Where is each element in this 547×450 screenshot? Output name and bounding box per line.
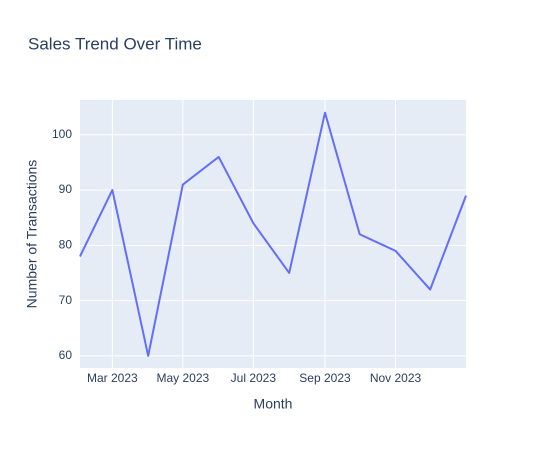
x-tick-label: Jul 2023 xyxy=(231,371,277,385)
y-tick-label: 90 xyxy=(59,182,73,196)
plot-area xyxy=(80,100,466,368)
x-axis-label: Month xyxy=(254,396,293,412)
line-series xyxy=(79,111,467,357)
x-tick-label: Mar 2023 xyxy=(87,371,138,385)
y-axis-label: Number of Transactions xyxy=(24,160,40,309)
y-tick-label: 60 xyxy=(59,348,73,362)
x-tick-label: Nov 2023 xyxy=(370,371,422,385)
chart-title: Sales Trend Over Time xyxy=(28,34,202,53)
x-tick-label: May 2023 xyxy=(157,371,210,385)
x-tick-label: Sep 2023 xyxy=(299,371,351,385)
y-tick-label: 80 xyxy=(59,237,73,251)
y-tick-label: 100 xyxy=(52,127,72,141)
y-tick-label: 70 xyxy=(59,293,73,307)
